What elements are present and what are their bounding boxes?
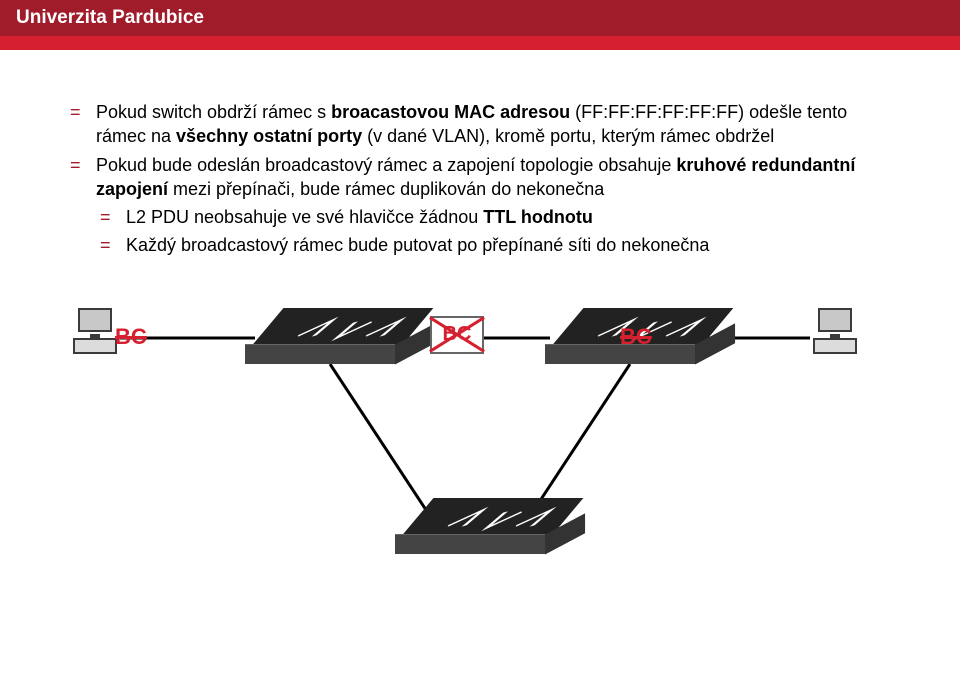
bullet-1-b1: broacastovou MAC adresou: [331, 102, 570, 122]
bullet-1-b2: všechny ostatní porty: [176, 126, 362, 146]
bullet-2a-b: TTL hodnotu: [483, 207, 593, 227]
switch-arrows-icon: [281, 314, 423, 344]
bullet-1-text: Pokud switch obdrží rámec s broacastovou…: [96, 100, 890, 149]
pc-base: [73, 338, 117, 354]
network-diagram: BC BC BC: [70, 268, 890, 578]
switch-1: [245, 308, 395, 364]
bc-label-3: BC: [620, 324, 652, 350]
bullet-marker: =: [70, 153, 96, 177]
bc-label-crossed: BC: [430, 316, 484, 354]
bc-label-2-text: BC: [443, 323, 472, 346]
bullet-2-post: mezi přepínači, bude rámec duplikován do…: [168, 179, 604, 199]
header-title: Univerzita Pardubice: [16, 7, 204, 29]
accent-bar: [0, 36, 960, 50]
switch-3: [395, 498, 545, 554]
switch-arrows-icon: [431, 504, 573, 534]
bullet-1: = Pokud switch obdrží rámec s broacastov…: [70, 100, 890, 149]
monitor-icon: [78, 308, 112, 332]
link-sw2-sw3: [530, 364, 630, 516]
monitor-icon: [818, 308, 852, 332]
bullet-1-post: (v dané VLAN), kromě portu, kterým rámec…: [362, 126, 774, 146]
bullet-2-pre: Pokud bude odeslán broadcastový rámec a …: [96, 155, 676, 175]
pc-right: [810, 308, 860, 358]
link-sw1-sw3: [330, 364, 430, 516]
bc-label-1: BC: [115, 324, 147, 350]
bullet-2a-pre: L2 PDU neobsahuje ve své hlavičce žádnou: [126, 207, 483, 227]
bullet-2a-text: L2 PDU neobsahuje ve své hlavičce žádnou…: [126, 205, 593, 229]
bullet-2a: = L2 PDU neobsahuje ve své hlavičce žádn…: [70, 205, 890, 229]
switch-front: [245, 344, 395, 364]
bullet-1-pre: Pokud switch obdrží rámec s: [96, 102, 331, 122]
bullet-marker: =: [100, 233, 126, 257]
bullet-2: = Pokud bude odeslán broadcastový rámec …: [70, 153, 890, 202]
bullet-marker: =: [70, 100, 96, 124]
bullet-2b: = Každý broadcastový rámec bude putovat …: [70, 233, 890, 257]
bullet-2b-text: Každý broadcastový rámec bude putovat po…: [126, 233, 709, 257]
pc-left: [70, 308, 120, 358]
switch-front: [395, 534, 545, 554]
header-bar: Univerzita Pardubice: [0, 0, 960, 36]
bullet-marker: =: [100, 205, 126, 229]
bullet-2-text: Pokud bude odeslán broadcastový rámec a …: [96, 153, 890, 202]
slide-content: = Pokud switch obdrží rámec s broacastov…: [0, 50, 960, 588]
pc-base: [813, 338, 857, 354]
